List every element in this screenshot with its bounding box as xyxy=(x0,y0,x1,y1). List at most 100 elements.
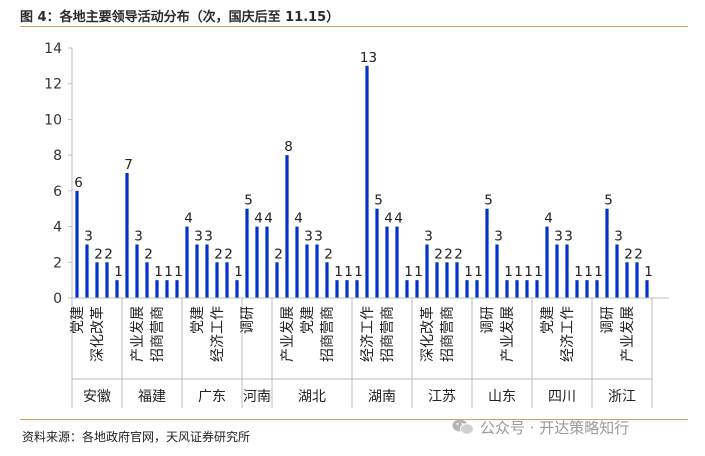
bar xyxy=(125,173,129,298)
data-label: 4 xyxy=(254,211,263,227)
category-label: 产业发展 xyxy=(500,306,516,362)
data-label: 1 xyxy=(344,264,353,280)
group-label: 安徽 xyxy=(83,389,111,405)
bar xyxy=(645,280,649,298)
bar xyxy=(85,244,89,298)
category-label: 招商营商 xyxy=(380,306,396,362)
bar xyxy=(605,208,609,298)
category-label: 经济工作 xyxy=(210,306,226,362)
data-label: 1 xyxy=(334,264,343,280)
bar xyxy=(265,226,269,298)
y-tick-label: 12 xyxy=(44,77,62,93)
data-label: 1 xyxy=(114,264,123,280)
data-label: 4 xyxy=(394,211,403,227)
group-label: 山东 xyxy=(488,389,516,405)
bar xyxy=(295,226,299,298)
group-label: 四川 xyxy=(548,389,576,405)
bar xyxy=(115,280,119,298)
data-label: 1 xyxy=(504,264,513,280)
category-label: 党建 xyxy=(190,306,206,334)
category-label: 深化改革 xyxy=(420,306,436,362)
bar xyxy=(245,208,249,298)
category-labels: 党建 深化改革 产业发展 招商营商 党建 经济工作 调研 产业发展 党建 招商营商 经济工作 招商营商… xyxy=(70,306,636,362)
bar xyxy=(445,262,449,298)
data-label: 1 xyxy=(534,264,543,280)
y-tick-label: 6 xyxy=(53,184,62,200)
group-label: 湖北 xyxy=(298,389,326,405)
source-note: 资料来源：各地政府官网，天风证券研究所 xyxy=(22,428,250,445)
category-label: 调研 xyxy=(600,306,616,334)
bar xyxy=(135,244,139,298)
bar xyxy=(275,262,279,298)
bar xyxy=(225,262,229,298)
bar xyxy=(195,244,199,298)
bar xyxy=(165,280,169,298)
figure-header: 图 4：各地主要领导活动分布（次，国庆后至 11.15） xyxy=(20,6,688,28)
data-label: 2 xyxy=(444,246,453,262)
y-tick-label: 4 xyxy=(53,220,62,236)
category-label: 调研 xyxy=(240,306,256,334)
data-label: 1 xyxy=(174,264,183,280)
bar xyxy=(425,244,429,298)
bar xyxy=(385,226,389,298)
bar xyxy=(355,280,359,298)
bar xyxy=(325,262,329,298)
y-tick-label: 2 xyxy=(53,255,62,271)
bar xyxy=(505,280,509,298)
data-label: 4 xyxy=(544,211,553,227)
group-label: 湖南 xyxy=(368,389,396,405)
data-label: 8 xyxy=(284,139,293,155)
data-label: 4 xyxy=(264,211,273,227)
bar xyxy=(405,280,409,298)
data-label: 1 xyxy=(574,264,583,280)
data-label: 7 xyxy=(124,157,133,173)
category-label: 调研 xyxy=(480,306,496,334)
data-label: 1 xyxy=(404,264,413,280)
bar xyxy=(555,244,559,298)
watermark-text: 公众号 · 开达策略知行 xyxy=(480,418,630,437)
data-label: 1 xyxy=(154,264,163,280)
y-tick-label: 14 xyxy=(44,41,62,57)
bar xyxy=(205,244,209,298)
data-label: 3 xyxy=(494,228,503,244)
group-labels: 安徽 福建 广东 河南 湖北 湖南 江苏 山东 四川 浙江 xyxy=(83,389,636,405)
data-label: 1 xyxy=(474,264,483,280)
bar xyxy=(615,244,619,298)
bar xyxy=(175,280,179,298)
category-label: 经济工作 xyxy=(560,306,576,362)
data-label: 1 xyxy=(234,264,243,280)
group-label: 广东 xyxy=(198,389,226,405)
data-label: 5 xyxy=(374,193,383,209)
watermark: 公众号 · 开达策略知行 xyxy=(452,416,629,438)
data-label: 3 xyxy=(554,228,563,244)
data-label: 2 xyxy=(624,246,633,262)
data-label: 2 xyxy=(144,246,153,262)
data-label: 5 xyxy=(484,193,493,209)
data-label: 1 xyxy=(514,264,523,280)
bar xyxy=(575,280,579,298)
data-label: 2 xyxy=(324,246,333,262)
bar xyxy=(635,262,639,298)
data-label: 1 xyxy=(584,264,593,280)
category-label: 深化改革 xyxy=(90,306,106,362)
category-label: 产业发展 xyxy=(130,306,146,362)
bar xyxy=(185,226,189,298)
data-label: 1 xyxy=(594,264,603,280)
bar xyxy=(625,262,629,298)
bar xyxy=(565,244,569,298)
data-label: 2 xyxy=(274,246,283,262)
data-label: 4 xyxy=(184,211,193,227)
bar xyxy=(105,262,109,298)
x-axis xyxy=(71,297,669,408)
category-label: 产业发展 xyxy=(280,306,296,362)
y-tick-label: 0 xyxy=(53,291,62,307)
bar xyxy=(485,208,489,298)
bar xyxy=(305,244,309,298)
data-label: 2 xyxy=(634,246,643,262)
data-label: 1 xyxy=(644,264,653,280)
category-label: 经济工作 xyxy=(360,306,376,362)
bar xyxy=(455,262,459,298)
figure-title: 图 4：各地主要领导活动分布（次，国庆后至 11.15） xyxy=(20,10,340,25)
bar xyxy=(585,280,589,298)
